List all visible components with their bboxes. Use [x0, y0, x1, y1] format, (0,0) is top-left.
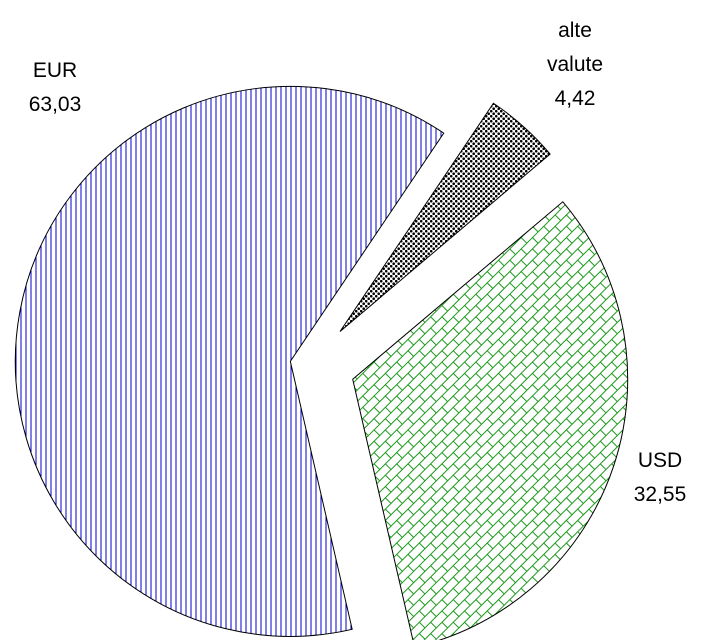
pie-slice [339, 102, 551, 332]
pie-slice [352, 201, 629, 640]
category-label: EUR [32, 59, 78, 82]
value-label: 32,55 [633, 483, 687, 506]
category-label: alte valute [546, 19, 604, 76]
slice-label: EUR 63,03 [10, 54, 100, 122]
slice-label: alte valute 4,42 [530, 14, 620, 116]
pie-slice [14, 85, 445, 637]
slice-label: USD 32,55 [615, 444, 705, 512]
value-label: 4,42 [554, 87, 596, 110]
value-label: 63,03 [28, 93, 82, 116]
category-label: USD [637, 449, 683, 472]
